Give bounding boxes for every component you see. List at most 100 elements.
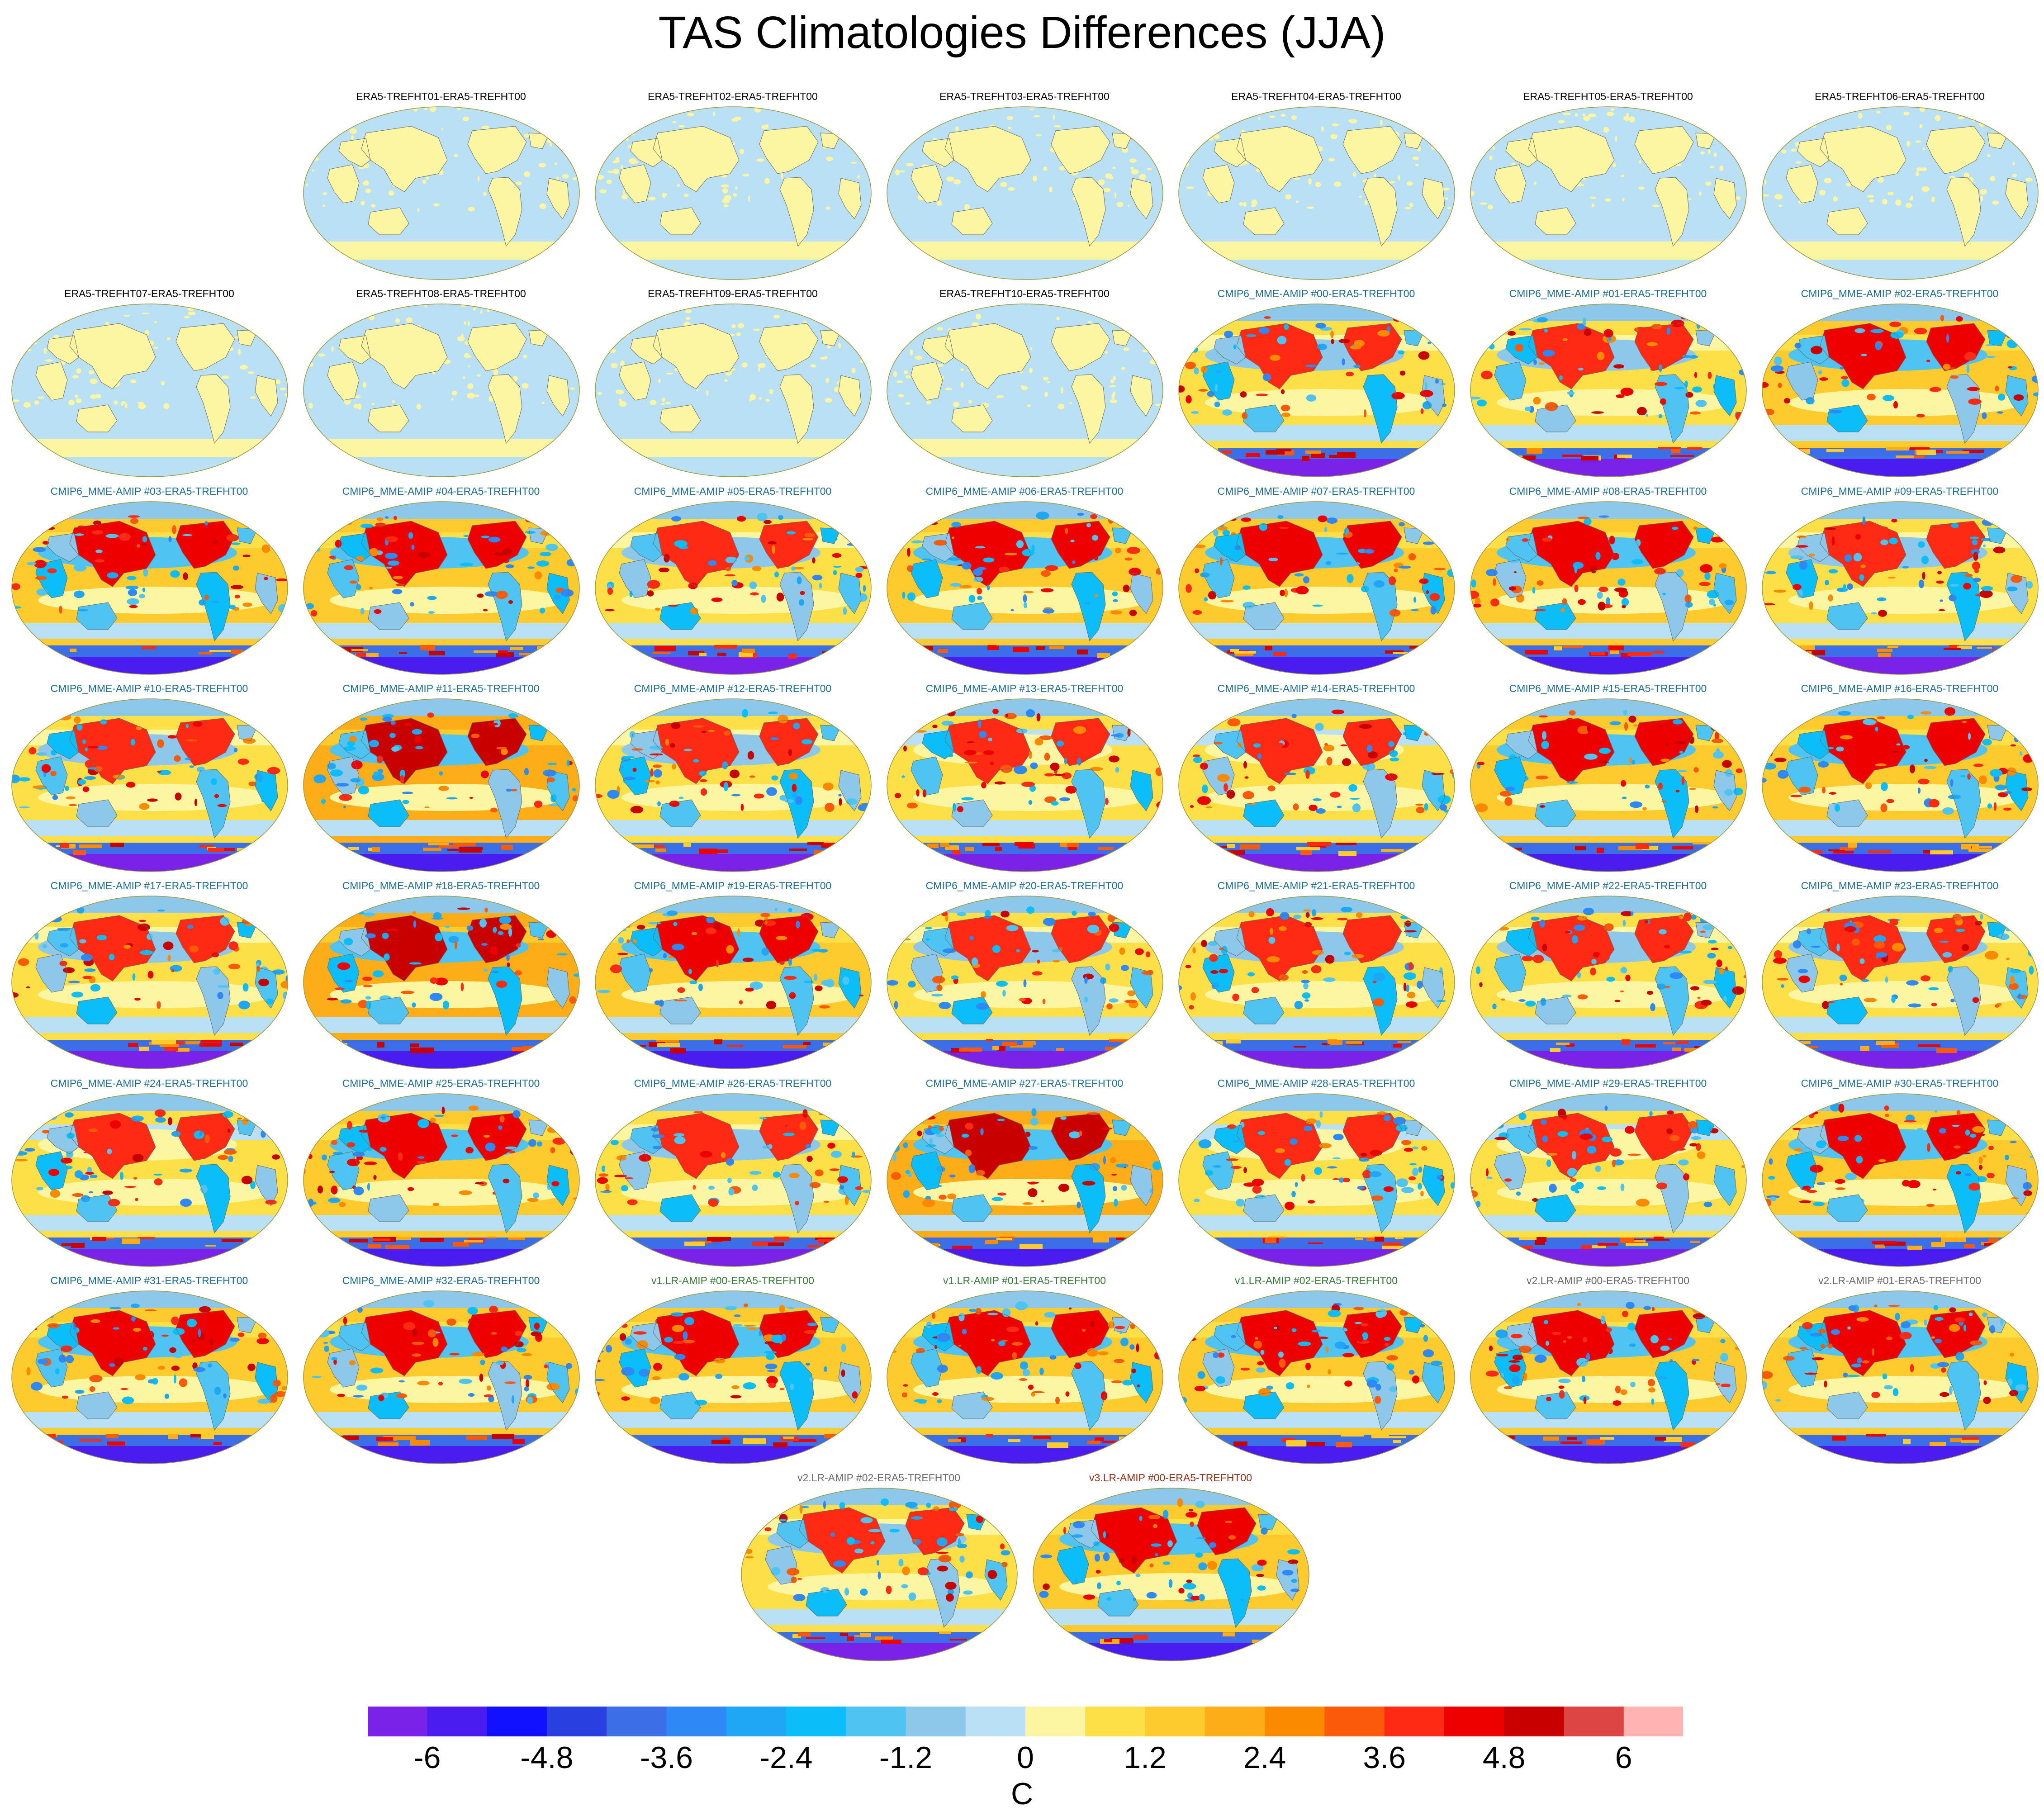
panel-title: CMIP6_MME-AMIP #30-ERA5-TREFHT00 bbox=[1801, 1077, 1999, 1089]
colorbar-swatch bbox=[965, 1706, 1026, 1737]
map-plot bbox=[11, 1290, 288, 1464]
map-plot bbox=[303, 106, 580, 280]
panel-title: CMIP6_MME-AMIP #09-ERA5-TREFHT00 bbox=[1801, 485, 1999, 497]
map-panel: CMIP6_MME-AMIP #13-ERA5-TREFHT00 bbox=[881, 682, 1168, 874]
panel-title: CMIP6_MME-AMIP #29-ERA5-TREFHT00 bbox=[1509, 1077, 1707, 1089]
map-plot bbox=[1178, 1093, 1455, 1267]
map-plot bbox=[1470, 1290, 1747, 1464]
map-panel: v1.LR-AMIP #00-ERA5-TREFHT00 bbox=[589, 1274, 877, 1466]
map-panel: CMIP6_MME-AMIP #10-ERA5-TREFHT00 bbox=[5, 682, 293, 874]
page-title: TAS Climatologies Differences (JJA) bbox=[658, 7, 1386, 58]
colorbar-swatch bbox=[1025, 1706, 1086, 1737]
map-panel: CMIP6_MME-AMIP #05-ERA5-TREFHT00 bbox=[589, 484, 877, 677]
colorbar-swatch bbox=[1145, 1706, 1205, 1737]
panel-title: CMIP6_MME-AMIP #21-ERA5-TREFHT00 bbox=[1217, 880, 1415, 891]
map-panel: CMIP6_MME-AMIP #25-ERA5-TREFHT00 bbox=[297, 1076, 585, 1269]
colorbar-tick-label: -2.4 bbox=[759, 1740, 813, 1775]
map-plot bbox=[595, 698, 872, 872]
panel-title: CMIP6_MME-AMIP #14-ERA5-TREFHT00 bbox=[1217, 683, 1415, 694]
colorbar-tick-label: 0 bbox=[1017, 1740, 1034, 1775]
map-panel: CMIP6_MME-AMIP #31-ERA5-TREFHT00 bbox=[5, 1274, 293, 1466]
colorbar-swatch bbox=[1324, 1706, 1385, 1737]
map-panel: ERA5-TREFHT06-ERA5-TREFHT00 bbox=[1756, 90, 2044, 282]
colorbar-swatch bbox=[1205, 1706, 1265, 1737]
panel-title: CMIP6_MME-AMIP #28-ERA5-TREFHT00 bbox=[1217, 1077, 1415, 1089]
map-plot bbox=[303, 698, 580, 872]
map-panel: v2.LR-AMIP #01-ERA5-TREFHT00 bbox=[1756, 1274, 2044, 1466]
panel-title: CMIP6_MME-AMIP #03-ERA5-TREFHT00 bbox=[50, 485, 248, 497]
colorbar-swatch bbox=[1564, 1706, 1624, 1737]
map-plot bbox=[887, 1093, 1163, 1267]
colorbar-tick-label: 4.8 bbox=[1482, 1740, 1526, 1775]
panel-title: ERA5-TREFHT06-ERA5-TREFHT00 bbox=[1815, 90, 1985, 102]
map-panel: ERA5-TREFHT02-ERA5-TREFHT00 bbox=[589, 90, 877, 282]
map-plot bbox=[887, 896, 1163, 1069]
colorbar-units: C bbox=[1010, 1777, 1034, 1811]
map-panel: CMIP6_MME-AMIP #16-ERA5-TREFHT00 bbox=[1756, 682, 2044, 874]
map-plot bbox=[887, 303, 1163, 477]
map-panel: CMIP6_MME-AMIP #04-ERA5-TREFHT00 bbox=[297, 484, 585, 677]
map-plot bbox=[595, 896, 872, 1069]
map-panel: CMIP6_MME-AMIP #29-ERA5-TREFHT00 bbox=[1464, 1076, 1752, 1269]
colorbar-tick-label: 6 bbox=[1615, 1740, 1632, 1775]
panel-title: CMIP6_MME-AMIP #05-ERA5-TREFHT00 bbox=[634, 485, 832, 497]
panel-title: v1.LR-AMIP #00-ERA5-TREFHT00 bbox=[651, 1275, 814, 1286]
map-plot bbox=[11, 1093, 288, 1267]
map-panel: CMIP6_MME-AMIP #23-ERA5-TREFHT00 bbox=[1756, 879, 2044, 1071]
map-plot bbox=[1178, 501, 1455, 675]
colorbar-tick-label: -4.8 bbox=[520, 1740, 574, 1775]
colorbar-swatch bbox=[607, 1706, 667, 1737]
map-panel: ERA5-TREFHT05-ERA5-TREFHT00 bbox=[1464, 90, 1752, 282]
map-panel: CMIP6_MME-AMIP #26-ERA5-TREFHT00 bbox=[589, 1076, 877, 1269]
map-panel: ERA5-TREFHT07-ERA5-TREFHT00 bbox=[5, 287, 293, 479]
colorbar-swatch bbox=[546, 1706, 607, 1737]
map-plot bbox=[11, 501, 288, 675]
panel-title: CMIP6_MME-AMIP #26-ERA5-TREFHT00 bbox=[634, 1077, 832, 1089]
panel-title: CMIP6_MME-AMIP #02-ERA5-TREFHT00 bbox=[1801, 288, 1999, 299]
map-plot bbox=[595, 501, 872, 675]
map-plot bbox=[887, 501, 1163, 675]
colorbar-tick-label: 3.6 bbox=[1363, 1740, 1406, 1775]
map-panel: CMIP6_MME-AMIP #22-ERA5-TREFHT00 bbox=[1464, 879, 1752, 1071]
map-panel: CMIP6_MME-AMIP #07-ERA5-TREFHT00 bbox=[1172, 484, 1460, 677]
panel-title: CMIP6_MME-AMIP #17-ERA5-TREFHT00 bbox=[50, 880, 248, 891]
panel-title: CMIP6_MME-AMIP #32-ERA5-TREFHT00 bbox=[342, 1275, 540, 1286]
panel-title: ERA5-TREFHT03-ERA5-TREFHT00 bbox=[939, 90, 1110, 102]
panel-title: CMIP6_MME-AMIP #31-ERA5-TREFHT00 bbox=[50, 1275, 248, 1286]
map-panel: CMIP6_MME-AMIP #06-ERA5-TREFHT00 bbox=[881, 484, 1168, 677]
colorbar-swatch bbox=[427, 1706, 488, 1737]
panel-title: CMIP6_MME-AMIP #27-ERA5-TREFHT00 bbox=[925, 1077, 1124, 1089]
map-panel: v1.LR-AMIP #02-ERA5-TREFHT00 bbox=[1172, 1274, 1460, 1466]
map-plot bbox=[887, 698, 1163, 872]
map-plot bbox=[11, 896, 288, 1069]
map-panel: ERA5-TREFHT08-ERA5-TREFHT00 bbox=[297, 287, 585, 479]
panel-title: CMIP6_MME-AMIP #00-ERA5-TREFHT00 bbox=[1217, 288, 1415, 299]
map-plot bbox=[1033, 1488, 1309, 1661]
panel-title: CMIP6_MME-AMIP #25-ERA5-TREFHT00 bbox=[342, 1077, 540, 1089]
map-panel: CMIP6_MME-AMIP #17-ERA5-TREFHT00 bbox=[5, 879, 293, 1071]
map-panel: CMIP6_MME-AMIP #01-ERA5-TREFHT00 bbox=[1464, 287, 1752, 479]
panel-title: v1.LR-AMIP #02-ERA5-TREFHT00 bbox=[1234, 1275, 1398, 1286]
panel-title: CMIP6_MME-AMIP #20-ERA5-TREFHT00 bbox=[925, 880, 1124, 891]
colorbar-swatch bbox=[846, 1706, 906, 1737]
map-panel: ERA5-TREFHT10-ERA5-TREFHT00 bbox=[881, 287, 1168, 479]
map-plot bbox=[1470, 106, 1747, 280]
map-plot bbox=[303, 501, 580, 675]
colorbar-tick-label: -3.6 bbox=[640, 1740, 693, 1775]
map-plot bbox=[11, 303, 288, 477]
map-panel: CMIP6_MME-AMIP #12-ERA5-TREFHT00 bbox=[589, 682, 877, 874]
map-plot bbox=[1178, 303, 1455, 477]
map-panel: ERA5-TREFHT09-ERA5-TREFHT00 bbox=[589, 287, 877, 479]
map-panel: CMIP6_MME-AMIP #14-ERA5-TREFHT00 bbox=[1172, 682, 1460, 874]
panel-title: CMIP6_MME-AMIP #22-ERA5-TREFHT00 bbox=[1509, 880, 1707, 891]
map-plot bbox=[741, 1488, 1018, 1661]
map-panel: v3.LR-AMIP #00-ERA5-TREFHT00 bbox=[1027, 1471, 1314, 1663]
map-plot bbox=[595, 1093, 872, 1267]
panel-title: v2.LR-AMIP #01-ERA5-TREFHT00 bbox=[1818, 1275, 1981, 1286]
map-plot bbox=[1178, 1290, 1455, 1464]
map-plot bbox=[887, 106, 1163, 280]
map-panel: v1.LR-AMIP #01-ERA5-TREFHT00 bbox=[881, 1274, 1168, 1466]
map-panel: v2.LR-AMIP #02-ERA5-TREFHT00 bbox=[735, 1471, 1023, 1663]
colorbar-swatch bbox=[1265, 1706, 1325, 1737]
colorbar-swatch bbox=[906, 1706, 966, 1737]
